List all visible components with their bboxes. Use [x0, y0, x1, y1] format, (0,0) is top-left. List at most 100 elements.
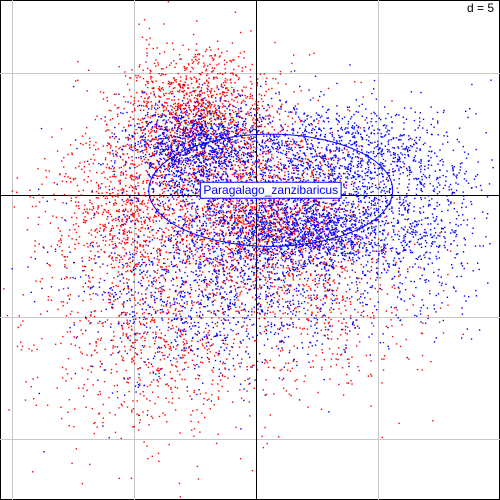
data-point: [101, 322, 103, 325]
data-point: [254, 161, 256, 163]
data-point: [161, 352, 163, 354]
data-point: [263, 202, 265, 204]
data-point: [206, 129, 208, 131]
data-point: [318, 226, 320, 228]
data-point: [138, 414, 141, 417]
data-point: [93, 214, 95, 217]
data-point: [230, 118, 232, 121]
data-point: [209, 172, 211, 174]
data-point: [271, 87, 273, 90]
data-point: [158, 248, 160, 250]
data-point: [139, 245, 141, 247]
data-point: [118, 180, 120, 182]
data-point: [184, 122, 186, 124]
data-point: [142, 391, 144, 393]
data-point: [167, 385, 170, 387]
data-point: [231, 168, 234, 170]
data-point: [388, 222, 390, 224]
data-point: [81, 135, 84, 137]
data-point: [163, 119, 165, 121]
data-point: [236, 90, 239, 92]
data-point: [103, 229, 105, 231]
data-point: [196, 98, 198, 100]
data-point: [147, 366, 150, 368]
data-point: [207, 260, 209, 263]
data-point: [154, 215, 156, 217]
data-point: [106, 145, 108, 147]
data-point: [186, 127, 188, 129]
data-point: [234, 96, 236, 99]
data-point: [123, 188, 125, 191]
data-point: [25, 381, 27, 383]
data-point: [130, 345, 132, 348]
data-point: [125, 271, 127, 273]
data-point: [165, 397, 167, 399]
data-point: [291, 367, 294, 369]
data-point: [201, 248, 204, 250]
data-point: [199, 339, 201, 341]
data-point: [117, 321, 120, 323]
data-point: [335, 302, 338, 304]
data-point: [188, 263, 191, 265]
data-point: [379, 284, 382, 286]
data-point: [177, 143, 179, 145]
data-point: [337, 338, 339, 340]
data-point: [225, 147, 227, 149]
data-point: [129, 137, 131, 140]
data-point: [163, 358, 165, 360]
data-point: [319, 243, 321, 245]
data-point: [148, 132, 151, 135]
data-point: [214, 54, 216, 56]
data-point: [238, 202, 240, 205]
data-point: [227, 100, 230, 103]
data-point: [250, 146, 253, 149]
data-point: [175, 365, 177, 367]
data-point: [260, 333, 262, 335]
data-point: [191, 429, 193, 431]
data-point: [165, 236, 167, 238]
data-point: [185, 113, 187, 115]
data-point: [254, 213, 256, 216]
data-point: [157, 113, 159, 115]
data-point: [206, 101, 209, 103]
data-point: [105, 195, 108, 197]
data-point: [241, 241, 244, 244]
data-point: [255, 340, 257, 342]
data-point: [28, 348, 30, 350]
data-point: [296, 170, 299, 172]
data-point: [179, 124, 182, 126]
data-point: [134, 339, 137, 341]
data-point: [281, 329, 283, 332]
data-point: [251, 141, 253, 143]
data-point: [136, 198, 139, 200]
data-point: [250, 107, 253, 109]
data-point: [133, 138, 136, 140]
data-point: [262, 139, 264, 141]
data-point: [113, 300, 115, 302]
data-point: [161, 174, 163, 176]
data-point: [125, 369, 127, 372]
data-point: [322, 226, 324, 228]
data-point: [159, 182, 161, 185]
data-point: [206, 349, 208, 351]
data-point: [395, 261, 397, 264]
data-point: [168, 353, 171, 356]
data-point: [346, 373, 348, 376]
data-point: [263, 249, 266, 251]
data-point: [168, 199, 171, 201]
data-point: [184, 166, 186, 169]
data-point: [256, 104, 259, 106]
data-point: [234, 82, 236, 84]
data-point: [157, 139, 159, 141]
data-point: [117, 189, 119, 192]
data-point: [372, 325, 375, 327]
data-point: [145, 146, 147, 148]
data-point: [342, 202, 345, 205]
data-point: [219, 142, 221, 144]
data-point: [241, 89, 243, 91]
data-point: [185, 135, 188, 137]
data-point: [340, 312, 342, 315]
data-point: [221, 375, 224, 377]
data-point: [137, 100, 140, 102]
data-point: [324, 329, 327, 331]
